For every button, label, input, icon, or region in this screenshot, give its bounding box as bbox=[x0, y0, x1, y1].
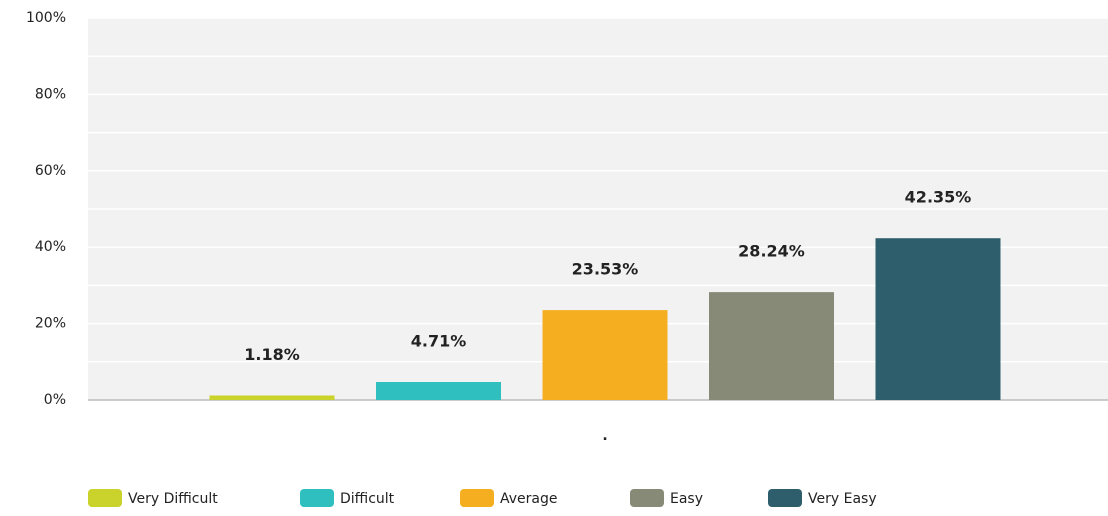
bar bbox=[376, 382, 501, 400]
legend-swatch bbox=[88, 489, 122, 507]
value-label: 42.35% bbox=[905, 188, 972, 207]
legend-swatch bbox=[768, 489, 802, 507]
bar bbox=[542, 310, 668, 400]
value-label: 1.18% bbox=[244, 345, 300, 364]
legend-label: Very Easy bbox=[808, 491, 877, 507]
y-tick-label: 40% bbox=[35, 239, 66, 255]
bar bbox=[709, 292, 834, 400]
value-label: 23.53% bbox=[572, 260, 639, 279]
y-tick-label: 20% bbox=[35, 316, 66, 332]
legend-swatch bbox=[460, 489, 494, 507]
legend-label: Difficult bbox=[340, 491, 395, 507]
legend-label: Very Difficult bbox=[128, 491, 218, 507]
bar bbox=[875, 238, 1001, 400]
value-label: 28.24% bbox=[738, 242, 805, 261]
bar bbox=[209, 395, 335, 400]
legend-swatch bbox=[300, 489, 334, 507]
y-tick-label: 80% bbox=[35, 86, 66, 102]
value-label: 4.71% bbox=[411, 332, 467, 351]
y-tick-label: 100% bbox=[26, 10, 66, 26]
y-tick-label: 60% bbox=[35, 163, 66, 179]
x-tick-label: . bbox=[602, 428, 607, 444]
legend-swatch bbox=[630, 489, 664, 507]
legend-label: Easy bbox=[670, 491, 703, 507]
legend-label: Average bbox=[500, 491, 558, 507]
y-tick-label: 0% bbox=[44, 392, 66, 408]
